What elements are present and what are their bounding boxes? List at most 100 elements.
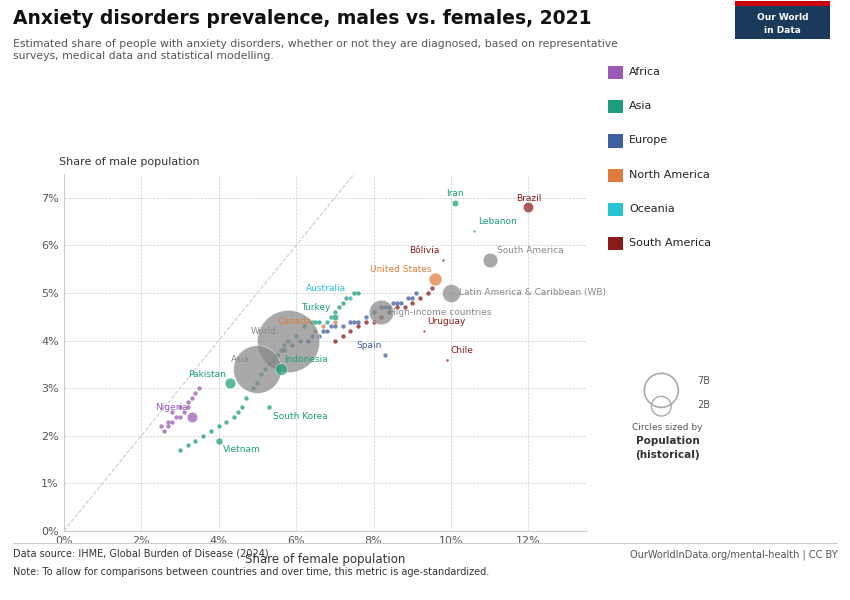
Point: [305, 317, 319, 326]
Point: [219, 417, 233, 427]
Text: OurWorldInData.org/mental-health | CC BY: OurWorldInData.org/mental-health | CC BY: [630, 549, 837, 559]
Text: Note: To allow for comparisons between countries and over time, this metric is a: Note: To allow for comparisons between c…: [13, 567, 489, 577]
Text: Canada: Canada: [277, 317, 312, 326]
Point: [336, 331, 349, 341]
Point: [274, 364, 287, 374]
Text: Lebanon: Lebanon: [478, 217, 517, 226]
Point: [266, 355, 280, 364]
Text: Circles sized by: Circles sized by: [632, 424, 703, 432]
Point: [348, 288, 361, 298]
Text: 2B: 2B: [697, 400, 710, 410]
Point: [169, 412, 183, 422]
Point: [332, 302, 345, 312]
Text: North America: North America: [629, 170, 710, 179]
Text: Data source: IHME, Global Burden of Disease (2024): Data source: IHME, Global Burden of Dise…: [13, 549, 269, 559]
Point: [336, 322, 349, 331]
Text: in Data: in Data: [764, 26, 802, 35]
Text: Brazil: Brazil: [516, 194, 541, 203]
Point: [281, 336, 295, 346]
Point: [204, 426, 218, 436]
Point: [375, 312, 388, 322]
Point: [343, 317, 357, 326]
Point: [162, 417, 175, 427]
Point: [375, 302, 388, 312]
Point: [366, 307, 380, 317]
Text: 7B: 7B: [697, 376, 710, 386]
Point: [328, 312, 342, 322]
Point: [173, 403, 187, 412]
Point: [366, 317, 380, 326]
Text: Iran: Iran: [446, 189, 463, 198]
Point: [436, 255, 450, 265]
Point: [405, 293, 419, 302]
Point: [196, 431, 210, 440]
Point: [262, 403, 275, 412]
Point: [246, 383, 260, 393]
Point: [410, 288, 423, 298]
Point: [293, 336, 307, 346]
Text: Our World: Our World: [757, 13, 808, 22]
Text: Share of male population: Share of male population: [59, 157, 199, 167]
Point: [181, 403, 195, 412]
Point: [351, 288, 365, 298]
Point: [654, 386, 668, 395]
Point: [154, 421, 167, 431]
Point: [274, 346, 287, 355]
Point: [378, 350, 392, 359]
Text: Pakistan: Pakistan: [189, 370, 226, 379]
Point: [343, 293, 357, 302]
Point: [286, 341, 299, 350]
Text: Chile: Chile: [451, 346, 473, 355]
Point: [483, 255, 496, 265]
X-axis label: Share of female population: Share of female population: [245, 553, 405, 566]
Point: [309, 317, 322, 326]
Point: [359, 312, 372, 322]
Text: (historical): (historical): [635, 450, 700, 460]
Text: Australia: Australia: [306, 284, 347, 293]
Point: [251, 379, 264, 388]
Point: [328, 322, 342, 331]
Point: [278, 341, 292, 350]
Point: [324, 322, 337, 331]
Point: [336, 298, 349, 307]
Point: [398, 302, 411, 312]
Text: Turkey: Turkey: [302, 303, 331, 312]
Point: [320, 326, 334, 336]
Point: [181, 398, 195, 407]
Point: [181, 440, 195, 450]
Point: [440, 355, 454, 364]
Point: [351, 317, 365, 326]
Point: [324, 312, 337, 322]
Point: [189, 388, 202, 398]
Point: [173, 445, 187, 455]
Text: Africa: Africa: [629, 67, 661, 77]
Point: [184, 412, 198, 422]
Point: [157, 426, 171, 436]
Point: [417, 326, 431, 336]
Point: [316, 322, 330, 331]
Point: [270, 350, 284, 359]
Point: [448, 198, 462, 208]
Point: [166, 407, 179, 417]
Point: [425, 283, 439, 293]
Text: Europe: Europe: [629, 136, 668, 145]
Point: [522, 203, 536, 212]
Point: [281, 336, 295, 346]
Point: [348, 317, 361, 326]
Text: South America: South America: [497, 246, 564, 255]
Point: [166, 417, 179, 427]
Point: [320, 317, 334, 326]
Point: [375, 307, 388, 317]
Point: [428, 274, 442, 284]
Point: [405, 298, 419, 307]
Point: [328, 336, 342, 346]
Text: Population: Population: [636, 436, 700, 446]
Text: South America: South America: [629, 238, 711, 248]
Point: [390, 302, 404, 312]
Point: [390, 298, 404, 307]
Text: World: World: [251, 327, 277, 336]
Point: [305, 331, 319, 341]
Point: [235, 403, 249, 412]
Text: Nigeria: Nigeria: [155, 403, 188, 412]
Point: [224, 379, 237, 388]
